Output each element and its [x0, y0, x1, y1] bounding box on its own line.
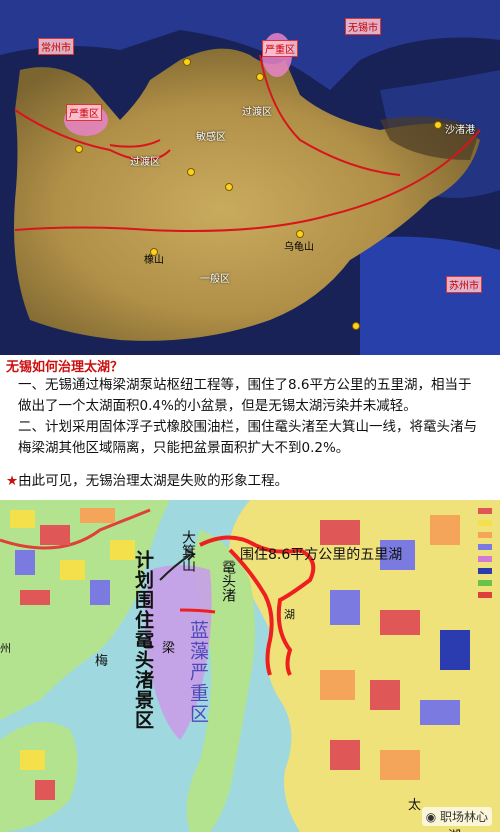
label-hu: 湖 — [284, 608, 295, 621]
planning-map: 大箕山 鼋头渚 围住8.6平方公里的五里湖 计划围住鼋头渚景区 蓝藻严重区 梅 … — [0, 500, 500, 832]
section-heading: 无锡如何治理太湖？ — [6, 360, 124, 375]
map-legend — [478, 508, 492, 598]
marker-dot — [183, 58, 191, 66]
conclusion-text: 由此可见，无锡治理太湖是失败的形象工程。 — [18, 473, 289, 489]
label-hu-2: 湖 — [448, 825, 461, 832]
paragraph-1-line-1: 一、无锡通过梅梁湖泵站枢纽工程等，围住了8.6平方公里的五里湖，相当于 — [18, 377, 472, 393]
label-transition-left: 过渡区 — [130, 157, 160, 168]
label-wuguishan: 乌龟山 — [284, 242, 314, 253]
text-section: 无锡如何治理太湖？ 一、无锡通过梅梁湖泵站枢纽工程等，围住了8.6平方公里的五里… — [0, 355, 500, 500]
satellite-image — [0, 0, 500, 355]
marker-dot — [434, 121, 442, 129]
label-mei: 梅 — [95, 654, 109, 669]
label-zhou: 州 — [0, 642, 11, 655]
label-sensitive: 敏感区 — [196, 132, 226, 143]
paragraph-1-line-2: 做出了一个太湖面积0.4%的小盆景，但是无锡太湖污染并未减轻。 — [18, 398, 417, 414]
label-general: 一般区 — [200, 274, 230, 285]
label-severe-top: 严重区 — [262, 40, 298, 57]
label-tai: 太 — [408, 798, 422, 813]
annotation-wuli: 围住8.6平方公里的五里湖 — [240, 547, 403, 563]
conclusion-line: ★由此可见，无锡治理太湖是失败的形象工程。 — [6, 471, 288, 492]
marker-dot — [187, 168, 195, 176]
watermark: ◉ 职场林心 — [421, 807, 492, 826]
label-severe-left: 严重区 — [66, 104, 102, 121]
marker-dot — [75, 145, 83, 153]
marker-dot — [352, 322, 360, 330]
wechat-icon: ◉ — [425, 810, 440, 824]
label-bluealgae: 蓝藻严重区 — [187, 620, 209, 725]
label-wuxi: 无锡市 — [345, 18, 381, 35]
annotation-plan: 计划围住鼋头渚景区 — [132, 550, 154, 730]
label-xiangshan: 橡山 — [144, 255, 164, 266]
label-transition-mid: 过渡区 — [242, 107, 272, 118]
label-changzhou: 常州市 — [38, 38, 74, 55]
marker-dot — [225, 183, 233, 191]
plan-blocks-west — [10, 508, 135, 605]
label-suzhou: 苏州市 — [446, 276, 482, 293]
planning-image — [0, 500, 500, 832]
label-dajishan: 大箕山 — [180, 530, 196, 572]
marker-dot — [256, 73, 264, 81]
paragraph-2-line-1: 二、计划采用固体浮子式橡胶围油栏，围住鼋头渚至大箕山一线，将鼋头渚与 — [18, 419, 477, 435]
paragraph-2-line-2: 梅梁湖其他区域隔离，只能把盆景面积扩大不到0.2%。 — [18, 440, 350, 456]
marker-dot — [150, 248, 158, 256]
label-liang: 梁 — [162, 641, 176, 656]
watermark-text: 职场林心 — [439, 810, 488, 824]
star-icon: ★ — [6, 473, 19, 489]
plan-blocks-east — [320, 515, 470, 780]
label-shazhu: 沙渚港 — [445, 125, 475, 136]
satellite-map: 常州市 无锡市 严重区 严重区 过渡区 过渡区 敏感区 沙渚港 乌龟山 橡山 一… — [0, 0, 500, 355]
label-yuantou: 鼋头渚 — [220, 560, 236, 602]
marker-dot — [296, 230, 304, 238]
